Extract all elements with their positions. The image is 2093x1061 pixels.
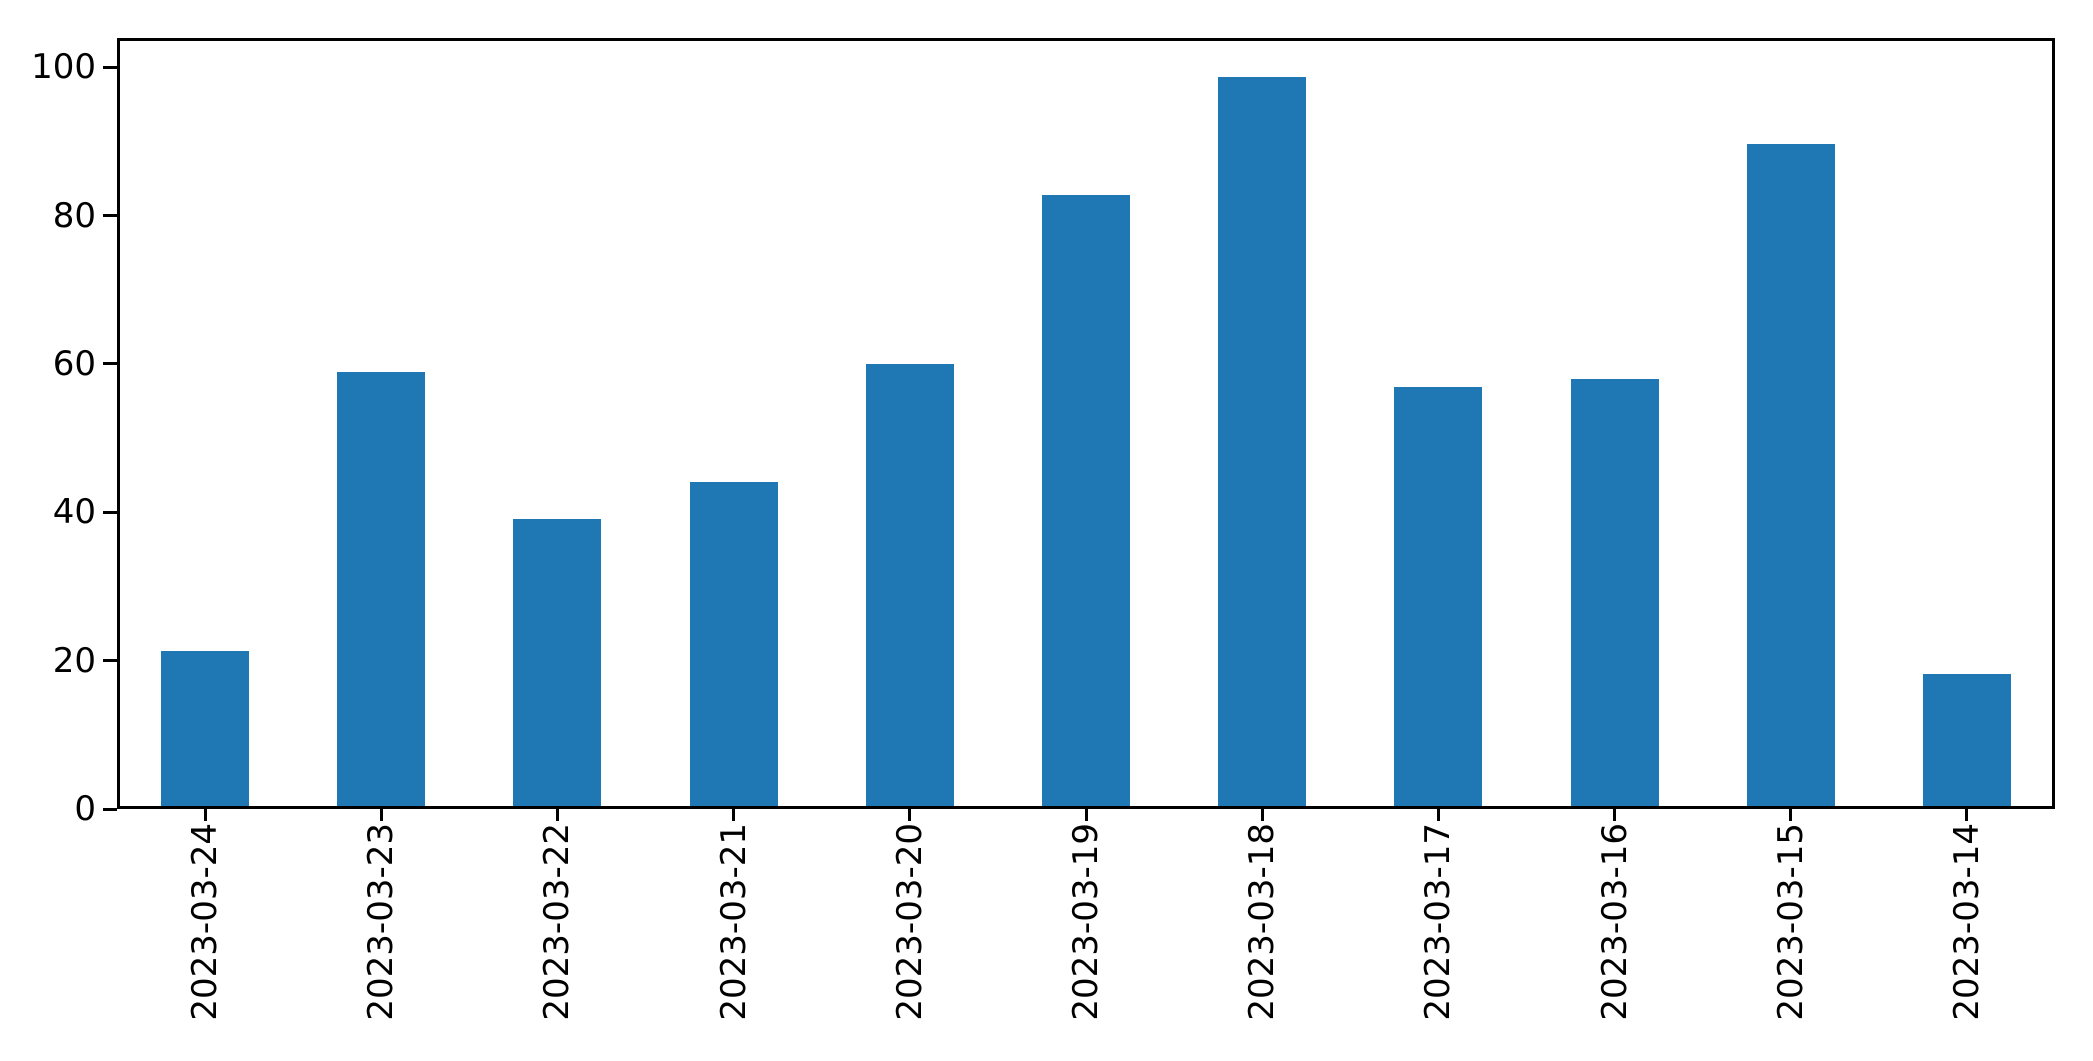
plot-area [117,38,2055,809]
y-tick-mark [103,214,117,218]
y-tick-mark [103,362,117,366]
bar-2023-03-16 [1570,379,1659,806]
y-tick-mark [103,807,117,811]
x-tick-label: 2023-03-22 [537,823,578,1021]
y-tick-label: 100 [31,47,96,88]
x-tick-mark [203,809,207,821]
x-tick-label: 2023-03-20 [889,823,930,1021]
x-tick-mark [1436,809,1440,821]
y-tick-label: 40 [52,492,96,533]
x-tick-mark [1965,809,1969,821]
x-tick-mark [1789,809,1793,821]
x-tick-label: 2023-03-23 [361,823,402,1021]
y-tick-label: 0 [74,789,96,829]
x-tick-mark [1613,809,1617,821]
x-tick-mark [379,809,383,821]
x-tick-label: 2023-03-21 [713,823,754,1021]
x-tick-label: 2023-03-18 [1242,823,1283,1021]
x-tick-label: 2023-03-17 [1418,823,1459,1021]
bar-2023-03-21 [689,482,778,806]
x-tick-label: 2023-03-16 [1594,823,1635,1021]
x-tick-mark [1084,809,1088,821]
bar-2023-03-22 [513,519,602,806]
x-tick-mark [732,809,736,821]
y-tick-label: 20 [52,640,96,681]
x-tick-mark [908,809,912,821]
x-tick-label: 2023-03-19 [1066,823,1106,1021]
y-tick-mark [103,659,117,663]
y-tick-mark [103,510,117,514]
y-tick-mark [103,65,117,69]
y-tick-label: 80 [52,195,96,236]
bar-2023-03-18 [1218,77,1307,806]
y-tick-label: 60 [52,343,96,384]
x-tick-label: 2023-03-24 [185,823,226,1021]
bar-2023-03-24 [161,651,250,806]
x-tick-label: 2023-03-15 [1770,823,1811,1021]
bar-2023-03-20 [865,364,954,806]
bar-2023-03-19 [1041,195,1131,806]
bar-2023-03-14 [1922,673,2011,806]
bar-2023-03-23 [337,371,426,806]
x-tick-mark [1260,809,1264,821]
x-tick-mark [555,809,559,821]
x-tick-label: 2023-03-14 [1946,823,1987,1021]
bar-2023-03-15 [1746,143,1835,806]
bar-2023-03-17 [1394,386,1483,806]
